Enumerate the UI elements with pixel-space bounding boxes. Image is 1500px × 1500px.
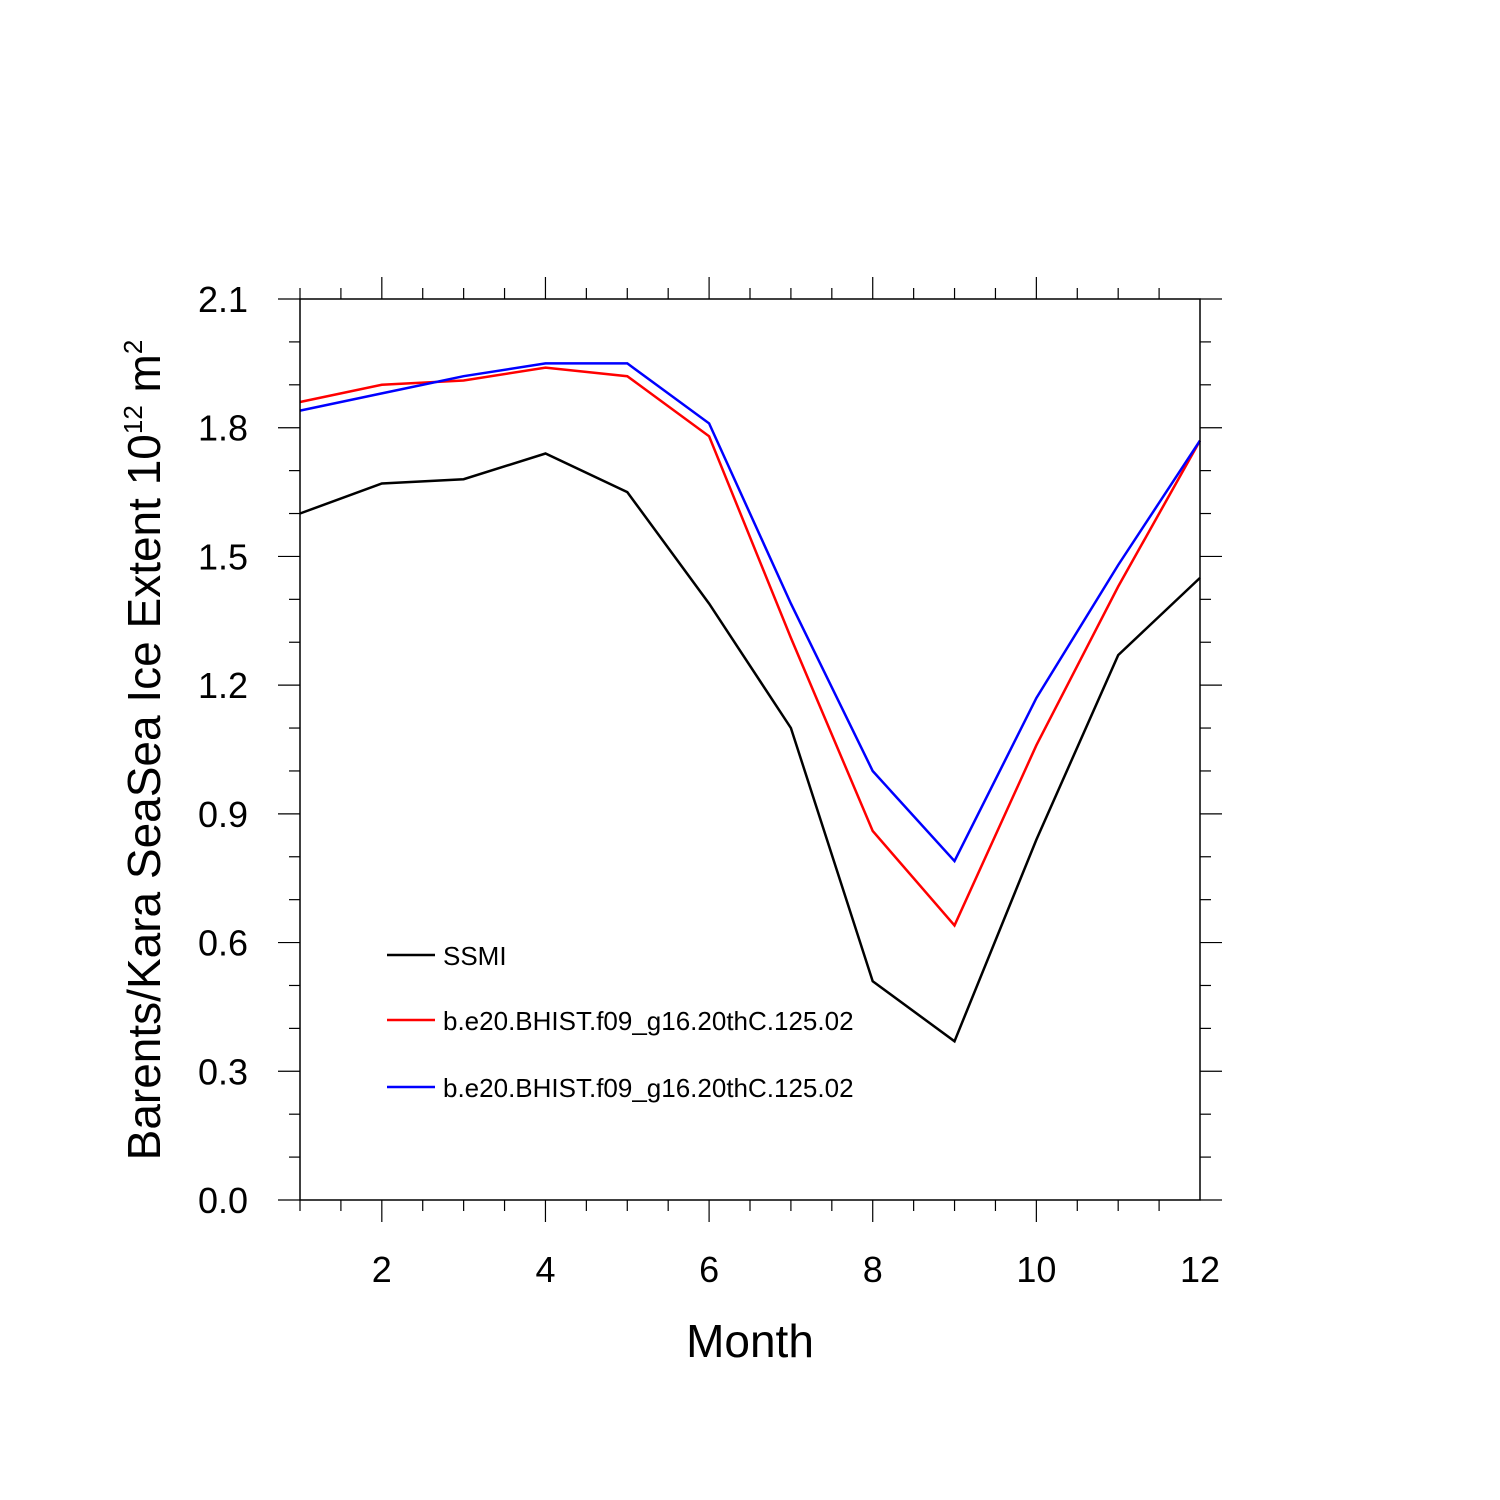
x-tick-label: 8 — [863, 1249, 883, 1290]
x-tick-label: 10 — [1016, 1249, 1056, 1290]
y-tick-label: 0.0 — [198, 1180, 248, 1221]
y-axis-title-prefix: Barents/Kara SeaSea Ice Extent 10 — [118, 434, 170, 1160]
series-layer — [299, 362, 1202, 1044]
y-tick-label: 0.6 — [198, 923, 248, 964]
legend-label: SSMI — [443, 941, 507, 971]
legend-label: b.e20.BHIST.f09_g16.20thC.125.02 — [443, 1073, 854, 1103]
series-line-1 — [299, 452, 1201, 1044]
x-tick-label: 12 — [1180, 1249, 1220, 1290]
x-axis-title: Month — [686, 1315, 814, 1367]
y-axis-title: Barents/Kara SeaSea Ice Extent 1012 m2 — [118, 340, 170, 1161]
y-tick-labels: 0.0 0.3 0.6 0.9 1.2 1.5 1.8 2.1 — [198, 279, 248, 1221]
y-tick-label: 0.9 — [198, 794, 248, 835]
legend-label: b.e20.BHIST.f09_g16.20thC.125.02 — [443, 1006, 854, 1036]
y-axis-title-unit: m — [118, 354, 170, 405]
y-axis-title-unit-exponent: 2 — [118, 340, 148, 354]
legend: SSMI b.e20.BHIST.f09_g16.20thC.125.02 b.e2… — [387, 941, 854, 1103]
y-tick-label: 1.5 — [198, 536, 248, 577]
x-tick-label: 4 — [535, 1249, 555, 1290]
y-tick-label: 1.8 — [198, 408, 248, 449]
x-tick-labels: 2 4 6 8 10 12 — [372, 1249, 1220, 1290]
x-tick-label: 2 — [372, 1249, 392, 1290]
y-tick-label: 2.1 — [198, 279, 248, 320]
series-line-2 — [299, 366, 1202, 928]
y-tick-label: 0.3 — [198, 1051, 248, 1092]
series-line-3 — [299, 362, 1202, 864]
axis-ticks — [278, 277, 1222, 1222]
y-tick-label: 1.2 — [198, 665, 248, 706]
x-tick-label: 6 — [699, 1249, 719, 1290]
y-axis-title-exponent: 12 — [118, 405, 148, 434]
plot-frame — [299, 298, 1201, 1201]
